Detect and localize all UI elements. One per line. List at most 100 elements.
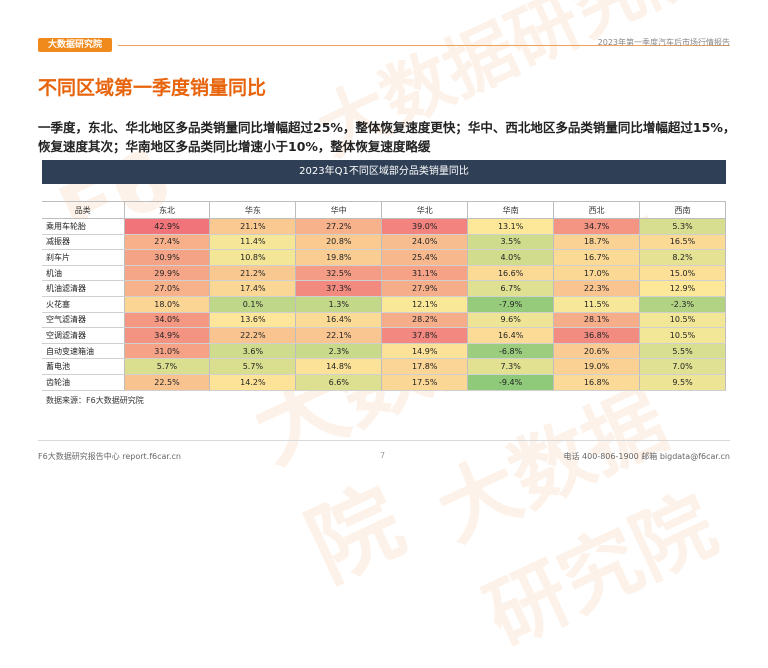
value-cell: 18.0%: [124, 296, 211, 313]
column-header: 品类: [42, 201, 125, 219]
value-cell: 21.1%: [209, 218, 297, 235]
table-row: 自动变速箱油 31.0% 3.6% 2.3% 14.9% -6.8% 20.6% 5.5%: [42, 343, 726, 360]
value-cell: 10.8%: [209, 249, 297, 266]
value-cell: 4.0%: [467, 249, 555, 266]
value-cell: 16.8%: [553, 374, 641, 391]
summary-text: 一季度，东北、华北地区多品类销量同比增幅超过25%，整体恢复速度更快；华中、西北…: [38, 120, 736, 154]
table-row: 机油滤清器 27.0% 17.4% 37.3% 27.9% 6.7% 22.3% 12.9%: [42, 280, 726, 297]
value-cell: 3.5%: [467, 234, 555, 251]
value-cell: 22.2%: [209, 327, 297, 344]
value-cell: 37.8%: [381, 327, 469, 344]
value-cell: 20.8%: [295, 234, 383, 251]
value-cell: 22.5%: [124, 374, 211, 391]
value-cell: 5.7%: [209, 358, 297, 375]
category-cell: 自动变速箱油: [42, 343, 125, 360]
value-cell: 9.5%: [639, 374, 726, 391]
value-cell: 22.1%: [295, 327, 383, 344]
value-cell: 6.6%: [295, 374, 383, 391]
value-cell: 17.8%: [381, 358, 469, 375]
value-cell: 27.4%: [124, 234, 211, 251]
table-title: 2023年Q1不同区域部分品类销量同比: [42, 160, 726, 184]
value-cell: 37.3%: [295, 280, 383, 297]
value-cell: 27.9%: [381, 280, 469, 297]
page-number: 7: [380, 451, 386, 460]
value-cell: -2.3%: [639, 296, 726, 313]
column-header: 华中: [295, 201, 383, 219]
value-cell: 10.5%: [639, 312, 726, 329]
value-cell: 20.6%: [553, 343, 641, 360]
value-cell: 8.2%: [639, 249, 726, 266]
category-cell: 空调滤清器: [42, 327, 125, 344]
category-cell: 空气滤清器: [42, 312, 125, 329]
value-cell: 34.9%: [124, 327, 211, 344]
column-header: 华北: [381, 201, 469, 219]
value-cell: 14.8%: [295, 358, 383, 375]
value-cell: 11.5%: [553, 296, 641, 313]
value-cell: 16.4%: [467, 327, 555, 344]
value-cell: 5.7%: [124, 358, 211, 375]
value-cell: 24.0%: [381, 234, 469, 251]
value-cell: 19.0%: [553, 358, 641, 375]
category-cell: 乘用车轮胎: [42, 218, 125, 235]
table-row: 空调滤清器 34.9% 22.2% 22.1% 37.8% 16.4% 36.8% 10.5%: [42, 327, 726, 344]
table-header-row: 品类 东北 华东 华中 华北 华南 西北 西南: [42, 201, 726, 219]
value-cell: 16.5%: [639, 234, 726, 251]
category-cell: 刹车片: [42, 249, 125, 266]
column-header: 西南: [639, 201, 726, 219]
value-cell: 0.1%: [209, 296, 297, 313]
value-cell: 13.1%: [467, 218, 555, 235]
page-header: 大数据研究院 2023年第一季度汽车后市场行情报告: [0, 0, 768, 56]
heatmap-table: 品类 东北 华东 华中 华北 华南 西北 西南 乘用车轮胎 42.9% 21.1% 2…: [42, 201, 726, 391]
value-cell: 1.3%: [295, 296, 383, 313]
value-cell: 9.6%: [467, 312, 555, 329]
value-cell: 22.3%: [553, 280, 641, 297]
value-cell: 14.2%: [209, 374, 297, 391]
value-cell: 34.7%: [553, 218, 641, 235]
column-header: 华东: [209, 201, 297, 219]
value-cell: 18.7%: [553, 234, 641, 251]
value-cell: 31.1%: [381, 265, 469, 282]
value-cell: 6.7%: [467, 280, 555, 297]
footer-contact: 电话 400-806-1900 邮箱 bigdata@f6car.cn: [563, 452, 730, 461]
value-cell: 7.3%: [467, 358, 555, 375]
footer-divider: [38, 440, 730, 441]
column-header: 华南: [467, 201, 555, 219]
column-header: 东北: [124, 201, 211, 219]
value-cell: 2.3%: [295, 343, 383, 360]
value-cell: 39.0%: [381, 218, 469, 235]
value-cell: -9.4%: [467, 374, 555, 391]
value-cell: 28.2%: [381, 312, 469, 329]
value-cell: 15.0%: [639, 265, 726, 282]
category-cell: 齿轮油: [42, 374, 125, 391]
table-row: 齿轮油 22.5% 14.2% 6.6% 17.5% -9.4% 16.8% 9.5%: [42, 374, 726, 391]
value-cell: 16.6%: [467, 265, 555, 282]
value-cell: 27.0%: [124, 280, 211, 297]
value-cell: 17.0%: [553, 265, 641, 282]
value-cell: 5.3%: [639, 218, 726, 235]
value-cell: 12.9%: [639, 280, 726, 297]
value-cell: 42.9%: [124, 218, 211, 235]
value-cell: 19.8%: [295, 249, 383, 266]
header-divider: [118, 45, 730, 46]
category-cell: 火花塞: [42, 296, 125, 313]
footer-left-text: F6大数据研究报告中心 report.f6car.cn: [38, 452, 181, 461]
table-row: 刹车片 30.9% 10.8% 19.8% 25.4% 4.0% 16.7% 8.2%: [42, 249, 726, 266]
table-row: 减振器 27.4% 11.4% 20.8% 24.0% 3.5% 18.7% 16.5%: [42, 234, 726, 251]
value-cell: 27.2%: [295, 218, 383, 235]
value-cell: 16.7%: [553, 249, 641, 266]
value-cell: 16.4%: [295, 312, 383, 329]
page-title: 不同区域第一季度销量同比: [38, 77, 267, 99]
table-row: 火花塞 18.0% 0.1% 1.3% 12.1% -7.9% 11.5% -2.3%: [42, 296, 726, 313]
value-cell: 36.8%: [553, 327, 641, 344]
value-cell: 7.0%: [639, 358, 726, 375]
value-cell: -7.9%: [467, 296, 555, 313]
data-source-note: 数据来源：F6大数据研究院: [46, 395, 144, 405]
value-cell: 17.5%: [381, 374, 469, 391]
table-row: 空气滤清器 34.0% 13.6% 16.4% 28.2% 9.6% 28.1% 10.5%: [42, 312, 726, 329]
value-cell: 11.4%: [209, 234, 297, 251]
value-cell: 3.6%: [209, 343, 297, 360]
value-cell: 5.5%: [639, 343, 726, 360]
value-cell: 12.1%: [381, 296, 469, 313]
category-cell: 减振器: [42, 234, 125, 251]
value-cell: 13.6%: [209, 312, 297, 329]
